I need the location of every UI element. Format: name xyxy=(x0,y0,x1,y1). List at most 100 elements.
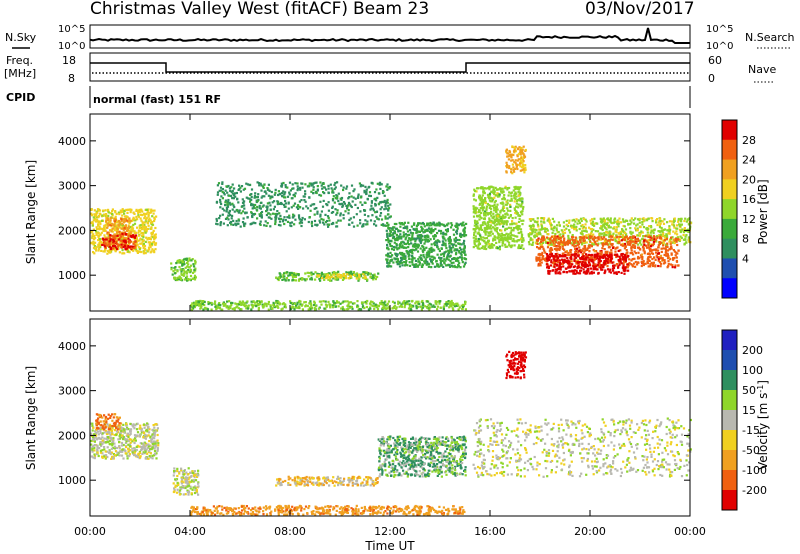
data-cell xyxy=(550,243,553,246)
data-cell xyxy=(519,151,522,154)
data-cell xyxy=(291,278,294,281)
data-cell xyxy=(671,223,674,226)
data-cell xyxy=(243,207,246,210)
data-cell xyxy=(382,223,385,226)
data-cell xyxy=(490,219,493,222)
data-cell xyxy=(503,222,506,225)
data-cell xyxy=(225,306,228,309)
data-cell xyxy=(393,306,396,310)
data-cell xyxy=(282,218,285,221)
data-cell xyxy=(515,205,518,208)
data-cell xyxy=(455,249,459,252)
data-cell xyxy=(346,304,349,308)
data-cell xyxy=(558,236,561,239)
data-cell xyxy=(617,222,621,225)
data-cell xyxy=(621,218,625,221)
data-cell xyxy=(476,246,479,249)
data-cell xyxy=(411,245,415,248)
data-cell xyxy=(316,210,319,213)
data-cell xyxy=(553,225,556,228)
data-cell xyxy=(257,306,260,309)
data-cell xyxy=(449,304,452,307)
data-cell xyxy=(563,237,566,240)
data-cell xyxy=(630,252,633,255)
data-cell xyxy=(506,234,509,237)
data-cell xyxy=(276,210,279,213)
data-cell xyxy=(562,241,565,244)
data-cell xyxy=(496,247,499,250)
data-cell xyxy=(234,302,237,305)
data-cell xyxy=(481,209,484,212)
data-cell xyxy=(293,223,296,226)
data-cell xyxy=(309,302,313,305)
data-cell xyxy=(109,234,112,237)
data-cell xyxy=(542,227,545,230)
data-cell xyxy=(499,229,502,232)
data-cell xyxy=(143,217,146,220)
data-cell xyxy=(609,238,613,241)
data-cell xyxy=(605,223,608,226)
data-cell xyxy=(279,217,282,220)
data-cell xyxy=(456,304,459,307)
data-cell xyxy=(380,183,383,186)
data-cell xyxy=(300,278,304,281)
data-cell xyxy=(374,197,377,200)
data-cell xyxy=(126,228,129,231)
data-cell xyxy=(511,220,514,223)
data-cell xyxy=(459,266,462,269)
data-cell xyxy=(228,209,231,213)
data-cell xyxy=(342,186,345,189)
data-cell xyxy=(532,218,535,221)
data-cell xyxy=(677,217,680,221)
data-cell xyxy=(278,193,281,196)
data-cell xyxy=(298,186,302,189)
data-cell xyxy=(665,237,669,240)
data-cell xyxy=(251,306,254,309)
data-cell xyxy=(144,231,147,234)
data-cell xyxy=(374,211,377,214)
data-cell xyxy=(278,202,281,205)
data-cell xyxy=(498,193,501,196)
data-cell xyxy=(98,228,101,231)
data-cell xyxy=(474,235,477,238)
data-cell xyxy=(290,221,294,224)
data-cell xyxy=(93,213,96,216)
data-cell xyxy=(272,212,275,215)
data-cell xyxy=(499,187,502,190)
data-cell xyxy=(660,247,663,250)
data-cell xyxy=(379,187,382,190)
data-cell xyxy=(514,161,517,164)
data-cell xyxy=(179,268,182,271)
data-cell xyxy=(672,221,675,224)
data-cell xyxy=(649,245,653,248)
data-cell xyxy=(484,226,487,230)
data-cell xyxy=(320,271,323,274)
data-cell xyxy=(493,219,496,222)
data-cell xyxy=(350,184,354,187)
data-cell xyxy=(110,247,113,251)
data-cell xyxy=(281,220,284,223)
data-cell xyxy=(331,306,334,309)
data-cell xyxy=(230,186,233,189)
data-cell xyxy=(363,301,366,304)
data-cell xyxy=(279,224,282,227)
data-cell xyxy=(398,262,401,265)
data-cell xyxy=(376,275,379,279)
data-cell xyxy=(563,242,566,245)
data-cell xyxy=(474,244,477,247)
data-cell xyxy=(226,201,229,204)
data-cell xyxy=(557,230,560,234)
data-cell xyxy=(269,225,272,228)
data-cell xyxy=(460,254,463,257)
data-cell xyxy=(528,235,531,238)
data-cell xyxy=(120,218,123,221)
data-cell xyxy=(513,147,516,150)
data-cell xyxy=(485,225,489,229)
data-cell xyxy=(376,196,379,199)
data-cell xyxy=(500,222,503,225)
data-cell xyxy=(217,303,220,306)
data-cell xyxy=(672,258,675,261)
data-cell xyxy=(221,188,224,191)
data-cell xyxy=(322,300,325,303)
data-cell xyxy=(382,306,385,309)
